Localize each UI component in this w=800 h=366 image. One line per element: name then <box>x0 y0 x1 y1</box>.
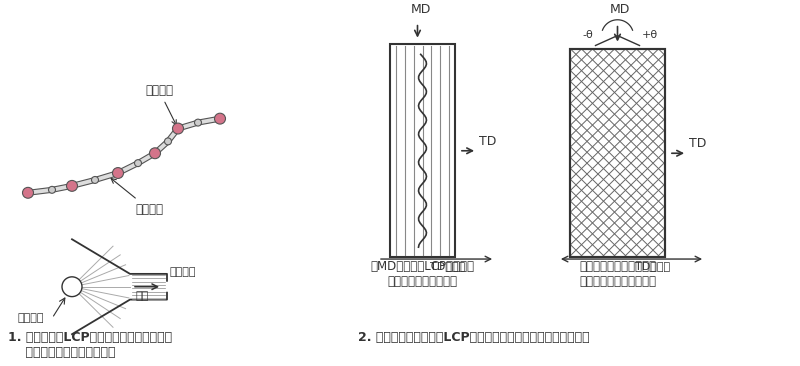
Text: 沿MD单一流向LCP薄膜在横
向加载下易出现膜开裂: 沿MD单一流向LCP薄膜在横 向加载下易出现膜开裂 <box>370 260 474 288</box>
Polygon shape <box>166 127 180 143</box>
Polygon shape <box>117 161 139 175</box>
Polygon shape <box>178 120 198 131</box>
Text: 流向: 流向 <box>135 291 148 300</box>
Circle shape <box>62 277 82 296</box>
Polygon shape <box>137 151 156 165</box>
Text: MD: MD <box>410 3 431 16</box>
Circle shape <box>134 160 142 167</box>
Circle shape <box>91 176 98 183</box>
Circle shape <box>194 119 202 126</box>
Circle shape <box>214 113 226 124</box>
Bar <box>570 49 665 257</box>
Text: TD: TD <box>479 135 496 148</box>
Circle shape <box>165 138 171 145</box>
Circle shape <box>22 187 34 198</box>
Text: 刚性单元: 刚性单元 <box>111 179 163 216</box>
Text: 2. 不同吹塑制膜工艺下LCP分子的取向分布特征及制膜效果对比: 2. 不同吹塑制膜工艺下LCP分子的取向分布特征及制膜效果对比 <box>358 331 590 344</box>
Circle shape <box>150 148 161 159</box>
Text: 1. 剪切应力下LCP分子刚性单元容易沿流体
    方向形成单一的自取向排列: 1. 剪切应力下LCP分子刚性单元容易沿流体 方向形成单一的自取向排列 <box>8 331 172 359</box>
Polygon shape <box>28 187 52 195</box>
Polygon shape <box>51 183 73 192</box>
Polygon shape <box>94 171 118 182</box>
Circle shape <box>66 180 78 191</box>
Polygon shape <box>198 116 221 125</box>
Polygon shape <box>71 178 96 188</box>
Text: TD向加载: TD向加载 <box>430 261 465 271</box>
Circle shape <box>113 168 123 179</box>
Bar <box>390 45 455 257</box>
Text: 双向旋转吹拉薄膜在横向
加载作用下未出现膜开裂: 双向旋转吹拉薄膜在横向 加载作用下未出现膜开裂 <box>579 260 656 288</box>
Text: +θ: +θ <box>642 30 658 40</box>
Polygon shape <box>154 139 170 155</box>
Text: 液晶区域: 液晶区域 <box>18 313 45 323</box>
Text: 柔性单元: 柔性单元 <box>145 84 176 125</box>
Bar <box>570 49 665 257</box>
Text: MD: MD <box>610 3 630 16</box>
Text: TD: TD <box>689 137 706 150</box>
Text: 单一取向: 单一取向 <box>169 267 195 277</box>
Circle shape <box>49 186 55 193</box>
Text: -θ: -θ <box>582 30 594 40</box>
Circle shape <box>173 123 183 134</box>
Text: TD向加载: TD向加载 <box>635 261 670 271</box>
